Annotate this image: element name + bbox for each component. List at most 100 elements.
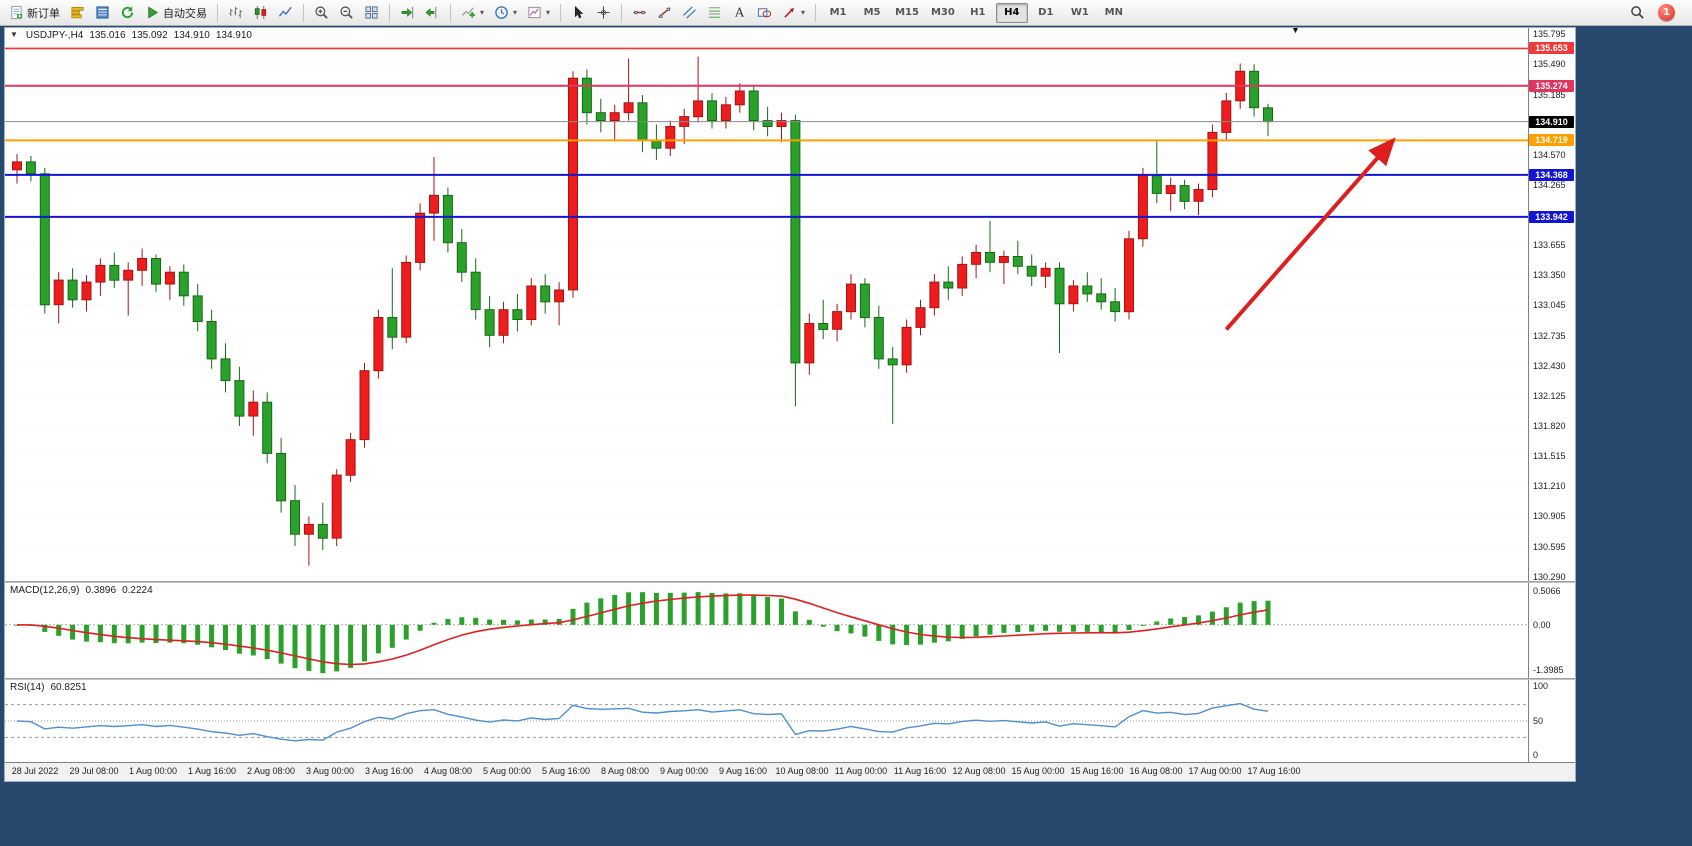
price-axis[interactable]: 135.795135.490135.185134.880134.570134.2… [1528,28,1575,581]
auto-scroll-button[interactable] [396,1,419,24]
main-toolbar: 新订单 自动交易 ▾ ▾ ▾ A ▾ M1 M5 M15 M30 H1 H4 D1 W1 MN 1 [0,0,1692,26]
time-axis-label: 10 Aug 08:00 [775,766,829,776]
notification-badge[interactable]: 1 [1658,4,1675,21]
pane-resize-handle[interactable] [5,678,1575,680]
indicators-button[interactable]: ▾ [457,1,488,24]
crosshair-button[interactable] [592,1,615,24]
fibonacci-button[interactable] [703,1,726,24]
dropdown-caret-icon: ▾ [480,8,485,17]
rsi-axis-label: 0 [1533,750,1539,760]
shapes-icon [757,5,772,20]
timeframe-m5-button[interactable]: M5 [863,7,881,18]
time-axis-label: 16 Aug 08:00 [1129,766,1183,776]
algo-trading-button[interactable]: 自动交易 [141,1,211,24]
search-icon [1630,5,1645,20]
templates-button[interactable]: ▾ [523,1,554,24]
price-axis-label: 131.820 [1533,420,1566,431]
channel-button[interactable] [678,1,701,24]
timeframe-m15-button[interactable]: M15 [895,7,919,18]
market-depth-button[interactable] [66,1,89,24]
toolbar-separator [621,3,623,22]
macd-histogram [5,588,1528,674]
line-chart-button[interactable] [274,1,297,24]
tile-windows-icon [364,5,379,20]
chart-shift-button[interactable] [421,1,444,24]
chart-window: ▼ USDJPY-,H4 135.016 135.092 134.910 134… [4,27,1576,782]
data-window-button[interactable] [91,1,114,24]
tile-windows-button[interactable] [360,1,383,24]
dropdown-caret-icon: ▾ [801,8,806,17]
time-axis-label: 11 Aug 16:00 [893,766,947,776]
dropdown-caret-icon: ▾ [513,8,518,17]
timeframe-h1-button[interactable]: H1 [970,7,986,18]
timeframe-w1-button[interactable]: W1 [1070,7,1089,18]
price-axis-label: 131.210 [1533,481,1566,491]
price-axis-label: 135.185 [1533,89,1566,100]
timeframe-m30-button[interactable]: M30 [930,7,955,18]
price-tag-134.719: 134.719 [1529,134,1574,147]
time-axis-label: 29 Jul 08:00 [69,766,119,776]
macd-label: MACD(12,26,9) [10,585,80,596]
chart-bars-icon [228,5,243,20]
zoom-out-button[interactable] [335,1,358,24]
candlestick-chart-button[interactable] [249,1,272,24]
trendline-button[interactable] [653,1,676,24]
crosshair-icon [596,5,611,20]
price-chart-canvas[interactable]: ▼ USDJPY-,H4 135.016 135.092 134.910 134… [5,28,1528,581]
arrows-button[interactable]: ▾ [778,1,809,24]
templates-icon [527,5,542,20]
algo-trading-icon [145,5,160,20]
trendline-icon [657,5,672,20]
time-axis[interactable]: 28 Jul 2022 29 Jul 08:00 1 Aug 00:00 1 Aug … [5,762,1575,781]
time-axis-label: 17 Aug 00:00 [1188,766,1242,776]
text-button[interactable]: A [728,1,751,24]
ohlc-high: 135.092 [131,30,168,41]
price-axis-label: 135.490 [1533,59,1566,70]
toolbar-separator [450,3,451,22]
timeframe-d1-button[interactable]: D1 [1038,7,1054,18]
chart-candles-icon [253,5,268,20]
rsi-chart-canvas[interactable]: RSI(14) 60.8251 [5,680,1528,762]
search-button[interactable] [1626,1,1649,24]
refresh-button[interactable] [116,1,139,24]
toolbar-right: 1 [1626,1,1687,24]
svg-text:A: A [734,6,744,20]
clock-icon [494,5,509,20]
zoom-in-button[interactable] [310,1,333,24]
timeframe-h4-button[interactable]: H4 [995,2,1028,23]
macd-axis[interactable]: 0.5066 0.00 -1.3985 [1528,583,1575,678]
macd-axis-label: -1.3985 [1533,665,1564,675]
pane-resize-handle[interactable] [5,581,1575,583]
timeframe-m1-button[interactable]: M1 [829,7,847,18]
time-axis-label: 11 Aug 00:00 [834,766,888,776]
new-order-button[interactable]: 新订单 [5,1,64,24]
macd-chart-canvas[interactable]: MACD(12,26,9) 0.3896 0.2224 [5,583,1528,678]
trend-arrow [1224,137,1396,331]
periods-button[interactable]: ▾ [490,1,521,24]
macd-axis-label: 0.00 [1533,619,1551,630]
price-axis-label: 130.290 [1533,571,1566,581]
bar-chart-button[interactable] [224,1,247,24]
indicators-icon [461,5,476,20]
macd-signal-value: 0.2224 [122,585,153,596]
price-axis-label: 133.655 [1533,240,1566,251]
cursor-icon [571,5,586,20]
rsi-label: RSI(14) [10,682,45,693]
chart-shift-icon [425,5,440,20]
horizontal-line-button[interactable] [628,1,651,24]
market-depth-icon [70,5,85,20]
timeframe-mn-button[interactable]: MN [1104,7,1123,18]
time-axis-label: 4 Aug 08:00 [423,766,473,776]
shapes-button[interactable] [753,1,776,24]
cursor-button[interactable] [567,1,590,24]
time-axis-label: 3 Aug 00:00 [305,766,355,776]
quick-trade-collapse-icon[interactable]: ▼ [10,30,18,39]
symbol-info: ▼ USDJPY-,H4 135.016 135.092 134.910 134… [10,30,252,41]
price-tag-134.368: 134.368 [1529,168,1574,181]
algo-trading-button-label: 自动交易 [163,6,207,20]
rsi-pane: RSI(14) 60.8251 100 50 0 [5,680,1575,762]
time-axis-label: 15 Aug 00:00 [1011,766,1065,776]
fibo-icon [707,5,722,20]
rsi-axis[interactable]: 100 50 0 [1528,680,1575,762]
price-tag-135.274: 135.274 [1529,79,1574,92]
